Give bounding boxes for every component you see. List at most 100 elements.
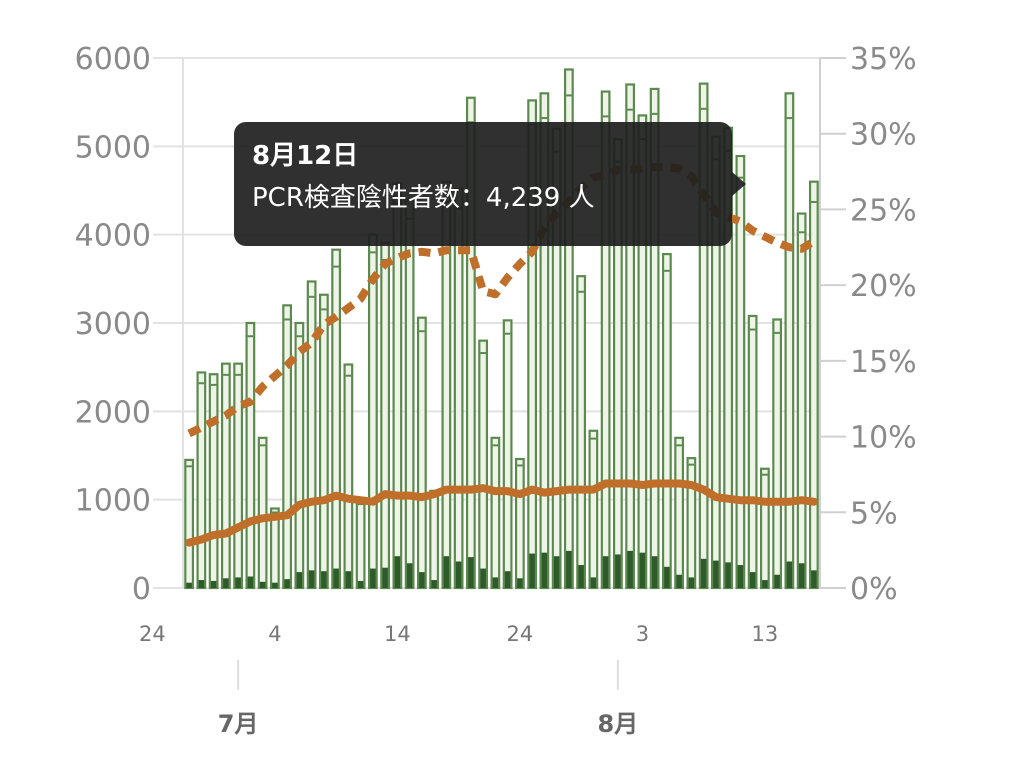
x-tick-label: 13 bbox=[752, 622, 779, 646]
y-right-tick-label: 35% bbox=[850, 42, 917, 77]
bar-positive bbox=[688, 577, 695, 588]
bar-total bbox=[784, 92, 795, 590]
bar-total bbox=[796, 212, 807, 590]
bar-positive bbox=[615, 554, 621, 588]
bar-positive bbox=[590, 577, 597, 588]
bar-total bbox=[490, 436, 501, 590]
y-right-tick-label: 20% bbox=[850, 269, 917, 304]
y-left-tick-label: 0 bbox=[132, 572, 151, 607]
bar-positive bbox=[455, 561, 462, 588]
y-right-tick-label: 0% bbox=[850, 572, 898, 607]
bar-total bbox=[220, 362, 231, 590]
bar-positive bbox=[370, 568, 376, 588]
bar-positive bbox=[284, 579, 290, 588]
x-tick-label: 24 bbox=[507, 622, 534, 646]
y-right-tick-label: 25% bbox=[850, 193, 917, 228]
tooltip-text: PCR検査陰性者数：4,239 人 bbox=[252, 183, 595, 213]
bar-total bbox=[208, 373, 219, 590]
bar-positive bbox=[762, 580, 768, 588]
tooltip: 8月12日 PCR検査陰性者数：4,239 人 bbox=[234, 122, 732, 246]
bar-positive bbox=[308, 570, 315, 588]
bar-positive bbox=[223, 578, 229, 588]
bar-positive bbox=[431, 580, 437, 588]
bar-positive bbox=[272, 582, 278, 588]
bar-positive bbox=[725, 562, 731, 588]
bar-positive bbox=[664, 566, 670, 588]
bar-positive bbox=[811, 570, 817, 588]
bar-positive bbox=[296, 572, 303, 588]
y-right-tick-label: 5% bbox=[850, 496, 898, 531]
month-label: 7月 bbox=[218, 710, 259, 738]
bar-positive bbox=[259, 581, 266, 588]
y-left-tick-label: 2000 bbox=[75, 395, 151, 430]
axis-layer: 0 1000 2000 3000 4000 5000 6000 0% 5% 10% 15% 20% 25… bbox=[75, 42, 917, 738]
bar-total bbox=[747, 314, 758, 590]
bar-positive bbox=[321, 571, 327, 588]
bar-positive bbox=[198, 580, 205, 588]
bar-total bbox=[588, 429, 599, 590]
month-label: 8月 bbox=[598, 710, 639, 738]
bar-positive bbox=[333, 568, 339, 588]
bar-positive bbox=[639, 552, 646, 588]
bar-total bbox=[661, 253, 672, 590]
bar-positive bbox=[186, 582, 192, 588]
bar-positive bbox=[492, 577, 499, 588]
bar-total bbox=[429, 489, 440, 590]
bar-positive bbox=[247, 576, 254, 588]
bar-total bbox=[478, 339, 489, 590]
bar-positive bbox=[676, 574, 682, 588]
bar-total bbox=[233, 362, 244, 590]
bar-positive bbox=[774, 574, 780, 588]
bar-positive bbox=[566, 550, 572, 588]
series-line-solid bbox=[185, 479, 818, 547]
tooltip-arrow bbox=[732, 172, 746, 196]
bar-positive bbox=[419, 572, 425, 588]
bar-positive bbox=[406, 563, 413, 588]
bar-total bbox=[318, 293, 329, 590]
bar-layer bbox=[184, 68, 819, 590]
bar-positive bbox=[357, 580, 364, 588]
bar-positive bbox=[443, 556, 450, 588]
bar-total bbox=[686, 457, 697, 590]
bar-positive bbox=[541, 552, 548, 588]
bar-positive bbox=[713, 560, 719, 588]
bar-total bbox=[808, 180, 819, 590]
y-left-tick-label: 6000 bbox=[75, 42, 151, 77]
y-right-tick-label: 10% bbox=[850, 421, 917, 456]
bar-positive bbox=[602, 556, 609, 588]
bar-positive bbox=[235, 577, 241, 588]
bar-positive bbox=[749, 572, 756, 588]
bar-total bbox=[674, 436, 685, 590]
y-right-tick-label: 15% bbox=[850, 345, 917, 380]
bar-positive bbox=[504, 571, 511, 588]
bar-positive bbox=[627, 550, 633, 588]
bar-positive bbox=[480, 568, 486, 588]
bar-total bbox=[759, 467, 770, 590]
bar-total bbox=[416, 316, 427, 590]
bar-positive bbox=[798, 563, 805, 588]
bar-total bbox=[367, 233, 378, 590]
bar-total bbox=[343, 363, 354, 590]
bar-positive bbox=[553, 556, 560, 588]
bar-total bbox=[245, 321, 256, 590]
bar-positive bbox=[517, 578, 523, 588]
bar-positive bbox=[700, 558, 707, 588]
bar-positive bbox=[651, 556, 658, 588]
bar-total bbox=[331, 248, 342, 590]
y-left-tick-label: 5000 bbox=[75, 130, 151, 165]
bar-total bbox=[282, 304, 293, 590]
series-line-dotted bbox=[187, 163, 817, 438]
bar-positive bbox=[786, 561, 793, 588]
bar-positive bbox=[345, 571, 352, 588]
bar-total bbox=[294, 321, 305, 590]
bar-total bbox=[355, 498, 366, 590]
bar-total bbox=[196, 371, 207, 590]
bar-total bbox=[772, 318, 783, 590]
bar-total bbox=[306, 280, 317, 590]
x-tick-label: 3 bbox=[636, 622, 649, 646]
y-left-tick-label: 4000 bbox=[75, 219, 151, 254]
bar-total bbox=[514, 457, 525, 590]
bar-total bbox=[576, 275, 587, 590]
y-right-tick-label: 30% bbox=[850, 118, 917, 153]
